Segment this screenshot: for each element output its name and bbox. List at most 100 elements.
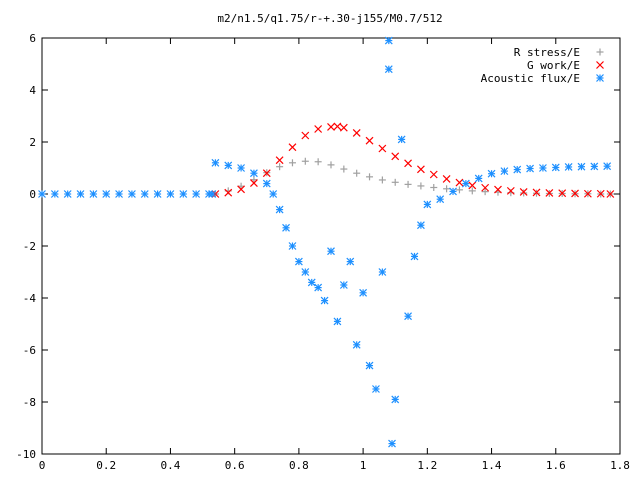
data-point bbox=[404, 180, 412, 188]
data-point bbox=[391, 152, 400, 161]
data-point bbox=[282, 223, 290, 232]
data-point bbox=[208, 190, 217, 198]
data-point bbox=[430, 184, 438, 191]
data-point bbox=[346, 257, 355, 266]
data-point bbox=[551, 163, 560, 172]
data-point bbox=[571, 189, 579, 198]
data-point bbox=[250, 179, 258, 188]
legend-marker bbox=[596, 48, 604, 56]
data-point bbox=[262, 179, 271, 188]
data-point bbox=[166, 190, 175, 198]
data-point bbox=[269, 190, 278, 198]
data-point bbox=[461, 179, 470, 188]
data-point bbox=[384, 65, 393, 74]
x-tick-label: 0.8 bbox=[289, 459, 309, 472]
data-point bbox=[487, 169, 496, 178]
data-point bbox=[468, 187, 476, 195]
data-point bbox=[250, 169, 258, 178]
series-2 bbox=[38, 36, 612, 448]
data-point bbox=[539, 164, 547, 172]
x-tick-label: 1.4 bbox=[482, 459, 502, 472]
data-point bbox=[606, 190, 615, 198]
series-0 bbox=[211, 157, 614, 198]
data-point bbox=[352, 340, 361, 349]
data-point bbox=[339, 281, 348, 289]
data-point bbox=[378, 268, 387, 276]
data-point bbox=[314, 283, 323, 292]
data-point bbox=[365, 136, 374, 145]
legend-label: R stress/E bbox=[514, 46, 580, 59]
data-point bbox=[314, 158, 322, 166]
data-point bbox=[520, 189, 528, 197]
data-point bbox=[545, 189, 554, 197]
y-tick-label: 4 bbox=[29, 84, 36, 97]
x-tick-label: 0 bbox=[39, 459, 46, 472]
data-point bbox=[224, 161, 233, 170]
data-point bbox=[397, 135, 406, 144]
legend-label: G work/E bbox=[527, 59, 580, 72]
data-point bbox=[519, 187, 528, 196]
legend-marker bbox=[596, 74, 604, 82]
data-point bbox=[333, 122, 342, 131]
data-point bbox=[333, 317, 342, 326]
data-point bbox=[237, 164, 246, 172]
data-point bbox=[294, 257, 303, 266]
data-point bbox=[384, 36, 393, 45]
data-point bbox=[365, 361, 374, 370]
data-point bbox=[153, 190, 162, 198]
x-tick-label: 1 bbox=[360, 459, 367, 472]
data-point bbox=[513, 165, 522, 174]
x-tick-label: 1.6 bbox=[546, 459, 566, 472]
y-tick-label: -10 bbox=[16, 448, 36, 461]
data-point bbox=[288, 143, 297, 152]
data-point bbox=[603, 162, 612, 171]
data-point bbox=[500, 167, 509, 176]
data-point bbox=[590, 162, 599, 171]
data-point bbox=[378, 176, 386, 184]
data-point bbox=[224, 188, 233, 197]
y-tick-label: -6 bbox=[23, 344, 36, 357]
data-point bbox=[288, 242, 297, 250]
data-point bbox=[506, 186, 515, 195]
y-axis: -10 -8 -6 -4 -2 0 2 4 6 bbox=[16, 32, 620, 461]
data-point bbox=[237, 185, 246, 194]
data-point bbox=[455, 186, 463, 194]
data-point bbox=[410, 252, 419, 261]
data-point bbox=[262, 169, 271, 178]
y-tick-label: 0 bbox=[29, 188, 36, 201]
y-tick-label: 6 bbox=[29, 32, 36, 45]
data-point bbox=[179, 190, 188, 198]
data-point bbox=[436, 195, 445, 204]
data-point bbox=[192, 190, 201, 198]
data-point bbox=[577, 162, 586, 171]
data-point bbox=[250, 176, 258, 184]
data-point bbox=[455, 178, 464, 187]
data-point bbox=[288, 159, 296, 167]
data-point bbox=[102, 190, 111, 198]
data-point bbox=[532, 188, 541, 197]
data-point bbox=[474, 174, 483, 183]
data-point bbox=[388, 439, 396, 448]
data-point bbox=[140, 190, 149, 198]
data-point bbox=[275, 205, 284, 214]
data-point bbox=[416, 165, 425, 174]
data-point bbox=[378, 144, 387, 153]
legend-label: Acoustic flux/E bbox=[481, 72, 580, 85]
data-point bbox=[494, 185, 502, 194]
data-point bbox=[327, 122, 335, 131]
data-point bbox=[583, 189, 592, 198]
legend-marker bbox=[596, 61, 604, 69]
data-point bbox=[468, 181, 477, 190]
plot-frame bbox=[41, 37, 621, 455]
data-point bbox=[404, 159, 412, 168]
y-tick-label: -2 bbox=[23, 240, 36, 253]
data-point bbox=[115, 190, 123, 198]
data-point bbox=[449, 187, 457, 196]
data-point bbox=[429, 170, 438, 179]
chart-title: m2/n1.5/q1.75/r-+.30-j155/M0.7/512 bbox=[217, 12, 442, 25]
data-point bbox=[327, 161, 335, 169]
x-tick-label: 0.4 bbox=[161, 459, 181, 472]
data-point bbox=[353, 169, 361, 177]
data-point bbox=[442, 174, 451, 183]
